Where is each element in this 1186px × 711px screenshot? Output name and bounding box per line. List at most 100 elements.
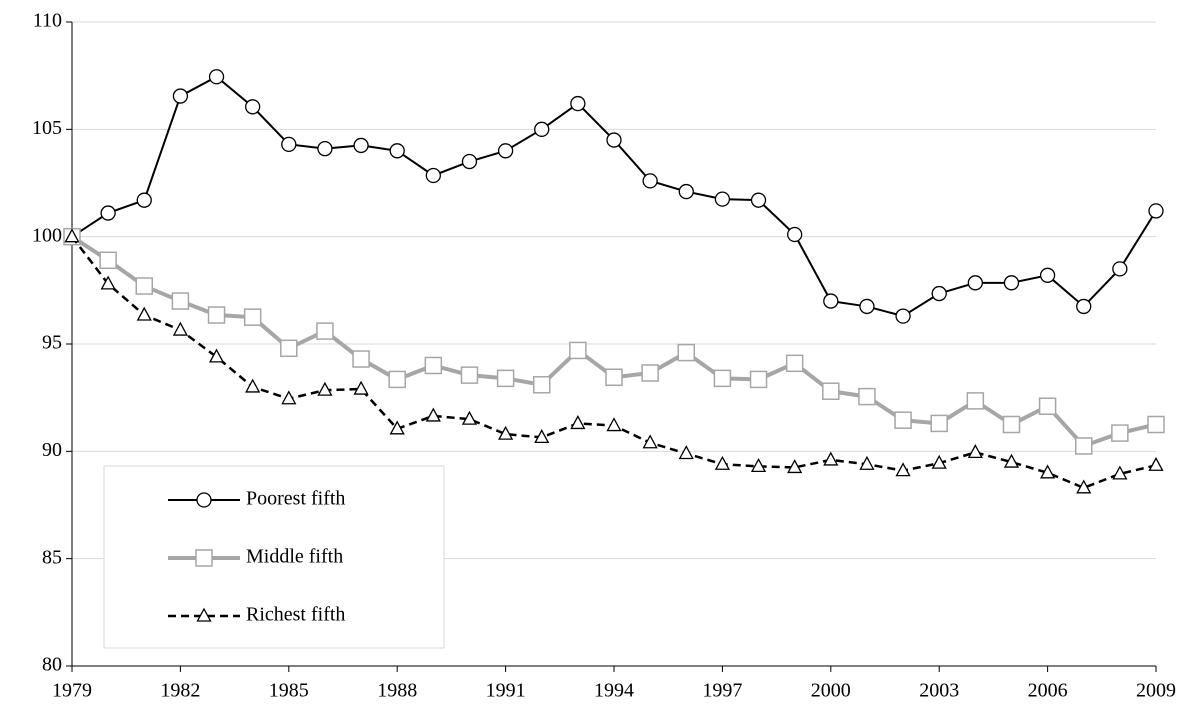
data-point xyxy=(281,390,297,405)
data-point xyxy=(606,132,622,148)
data-point xyxy=(100,275,116,290)
data-point xyxy=(352,350,370,368)
legend-marker xyxy=(195,549,213,567)
data-point xyxy=(1147,415,1165,434)
data-point xyxy=(967,275,983,291)
data-point xyxy=(787,459,803,474)
data-point xyxy=(642,434,658,449)
data-point xyxy=(353,380,369,395)
x-tick-label: 1994 xyxy=(594,680,634,702)
data-point xyxy=(605,368,623,387)
data-point xyxy=(460,366,479,384)
data-point xyxy=(822,382,840,400)
legend-marker xyxy=(196,492,212,508)
data-point xyxy=(606,417,622,432)
data-point xyxy=(245,99,261,115)
data-point xyxy=(100,205,116,221)
data-point xyxy=(389,420,405,435)
data-point xyxy=(172,321,188,336)
data-point xyxy=(424,356,443,375)
data-point xyxy=(425,407,441,422)
data-point xyxy=(281,136,297,153)
data-point xyxy=(1038,397,1057,416)
x-tick-label: 1985 xyxy=(269,680,309,702)
legend-marker xyxy=(196,607,212,622)
data-point xyxy=(1112,261,1128,277)
legend-label: Richest fifth xyxy=(246,604,345,626)
data-point xyxy=(461,410,478,425)
data-point xyxy=(823,451,839,466)
data-point xyxy=(714,191,731,207)
data-point xyxy=(498,425,514,440)
data-point xyxy=(678,445,694,460)
data-point xyxy=(1003,453,1020,468)
data-point xyxy=(570,415,586,430)
data-point xyxy=(208,69,225,85)
data-point xyxy=(678,183,694,200)
data-point xyxy=(280,339,298,358)
data-point xyxy=(1076,479,1092,494)
x-tick-label: 1982 xyxy=(160,680,200,702)
data-point xyxy=(931,285,947,302)
data-point xyxy=(930,414,948,433)
data-point xyxy=(895,462,911,477)
x-tick-label: 1988 xyxy=(377,680,417,702)
data-point xyxy=(425,167,441,184)
data-point xyxy=(353,137,369,154)
data-point xyxy=(714,455,730,470)
data-point xyxy=(245,378,261,393)
data-point xyxy=(171,292,190,310)
y-tick-label: 85 xyxy=(42,546,62,568)
series-line xyxy=(71,75,1157,318)
x-tick-label: 2003 xyxy=(919,680,959,702)
data-point xyxy=(823,293,839,309)
data-point xyxy=(99,251,117,270)
data-point xyxy=(677,343,696,362)
x-tick-label: 1979 xyxy=(52,680,92,702)
data-point xyxy=(858,387,876,406)
data-point xyxy=(389,143,405,159)
data-point xyxy=(1002,415,1021,434)
y-tick-label: 105 xyxy=(32,117,62,139)
data-point xyxy=(136,306,152,321)
series-line xyxy=(70,234,1157,449)
data-point xyxy=(207,306,226,324)
data-point xyxy=(1112,465,1128,480)
data-point xyxy=(569,341,587,360)
x-tick-label: 1997 xyxy=(702,680,742,702)
data-point xyxy=(208,348,225,363)
data-point xyxy=(1148,203,1164,219)
data-point xyxy=(642,173,658,189)
data-point xyxy=(713,369,732,388)
data-point xyxy=(895,308,911,324)
data-point xyxy=(859,455,875,470)
data-point xyxy=(243,308,262,326)
data-point xyxy=(785,354,804,373)
data-point xyxy=(316,322,334,340)
data-point xyxy=(496,369,515,388)
data-point xyxy=(894,411,912,429)
data-point xyxy=(172,88,189,104)
data-point xyxy=(931,454,947,469)
x-tick-label: 2000 xyxy=(811,680,851,702)
y-tick-label: 100 xyxy=(32,224,62,246)
data-point xyxy=(532,376,551,394)
data-point xyxy=(787,226,803,243)
data-point xyxy=(1148,456,1164,471)
data-point xyxy=(534,121,550,137)
data-point xyxy=(1076,298,1092,315)
data-point xyxy=(1111,424,1129,442)
data-point xyxy=(1040,464,1056,479)
data-point xyxy=(859,298,875,315)
data-point xyxy=(570,95,586,112)
data-point xyxy=(749,370,768,389)
legend-label: Middle fifth xyxy=(246,546,343,568)
data-point xyxy=(750,192,767,208)
y-tick-label: 110 xyxy=(33,10,62,32)
data-point xyxy=(967,444,983,459)
data-point xyxy=(317,381,333,396)
data-point xyxy=(966,392,985,410)
legend-label: Poorest fifth xyxy=(246,488,345,510)
y-tick-label: 80 xyxy=(42,654,62,676)
y-tick-label: 95 xyxy=(42,332,62,354)
